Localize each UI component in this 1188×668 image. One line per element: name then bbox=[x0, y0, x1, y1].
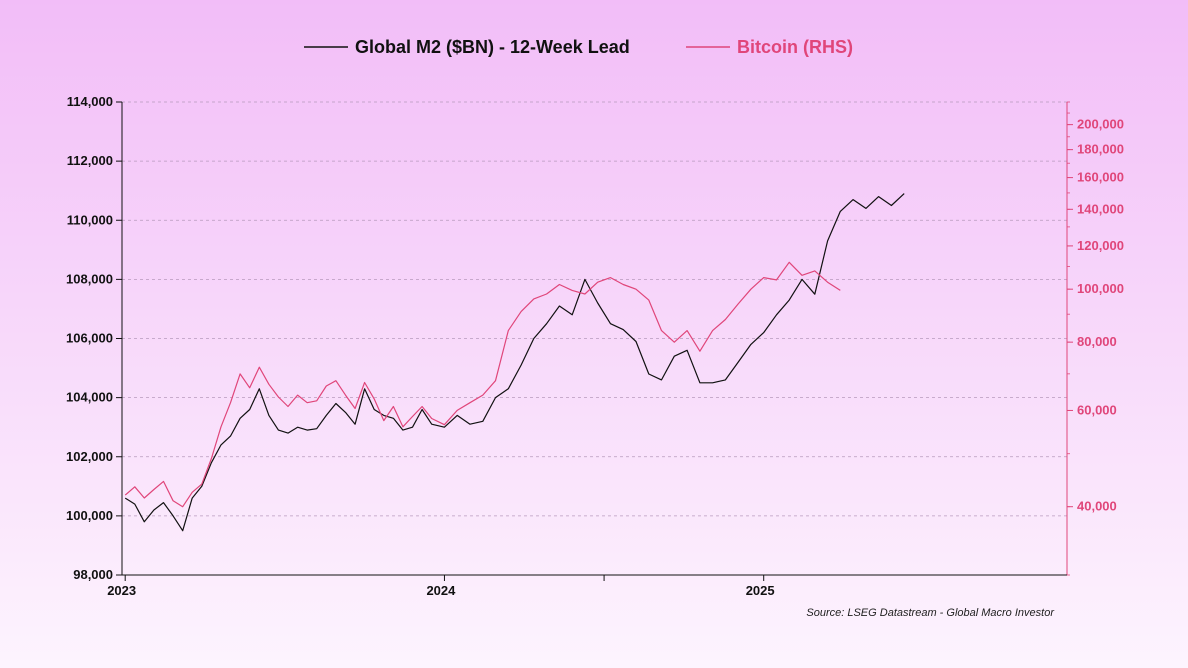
right-tick-label: 100,000 bbox=[1077, 281, 1124, 296]
series-layer bbox=[124, 193, 905, 532]
right-tick-label: 160,000 bbox=[1077, 170, 1124, 185]
left-tick-label: 102,000 bbox=[66, 449, 113, 464]
right-tick-label: 140,000 bbox=[1077, 201, 1124, 216]
left-axis-ticks: 98,000 100,000 102,000 104,000 106,000 108,00… bbox=[66, 94, 122, 582]
left-tick-label: 110,000 bbox=[67, 212, 113, 227]
right-tick-label: 180,000 bbox=[1077, 142, 1124, 157]
right-tick-label: 60,000 bbox=[1077, 402, 1117, 417]
x-axis-ticks: 2023 2024 2025 bbox=[107, 575, 775, 598]
left-tick-label: 106,000 bbox=[66, 331, 113, 346]
legend-label-btc: Bitcoin (RHS) bbox=[737, 37, 853, 57]
right-tick-label: 120,000 bbox=[1077, 238, 1124, 253]
grid-lines bbox=[122, 101, 1067, 576]
left-tick-label: 114,000 bbox=[67, 94, 113, 109]
series-line-global-m2 bbox=[124, 193, 905, 532]
left-tick-label: 100,000 bbox=[66, 508, 113, 523]
left-tick-label: 108,000 bbox=[66, 271, 113, 286]
right-tick-label: 80,000 bbox=[1077, 334, 1117, 349]
legend-label-m2: Global M2 ($BN) - 12-Week Lead bbox=[355, 37, 630, 57]
left-tick-label: 112,000 bbox=[67, 153, 113, 168]
x-tick-label: 2023 bbox=[107, 583, 136, 598]
series-line-bitcoin bbox=[124, 261, 841, 508]
right-tick-label: 40,000 bbox=[1077, 499, 1117, 514]
right-tick-label: 200,000 bbox=[1077, 117, 1124, 132]
legend: Global M2 ($BN) - 12-Week Lead Bitcoin (… bbox=[304, 37, 853, 57]
source-note: Source: LSEG Datastream - Global Macro I… bbox=[806, 607, 1055, 619]
x-tick-label: 2024 bbox=[426, 583, 456, 598]
x-tick-label: 2025 bbox=[746, 583, 775, 598]
right-axis-ticks: 40,000 60,000 80,000 100,000 120,000 140,000 1… bbox=[1067, 101, 1124, 576]
left-tick-label: 98,000 bbox=[73, 567, 113, 582]
axes bbox=[121, 102, 1068, 576]
left-tick-label: 104,000 bbox=[66, 390, 113, 405]
